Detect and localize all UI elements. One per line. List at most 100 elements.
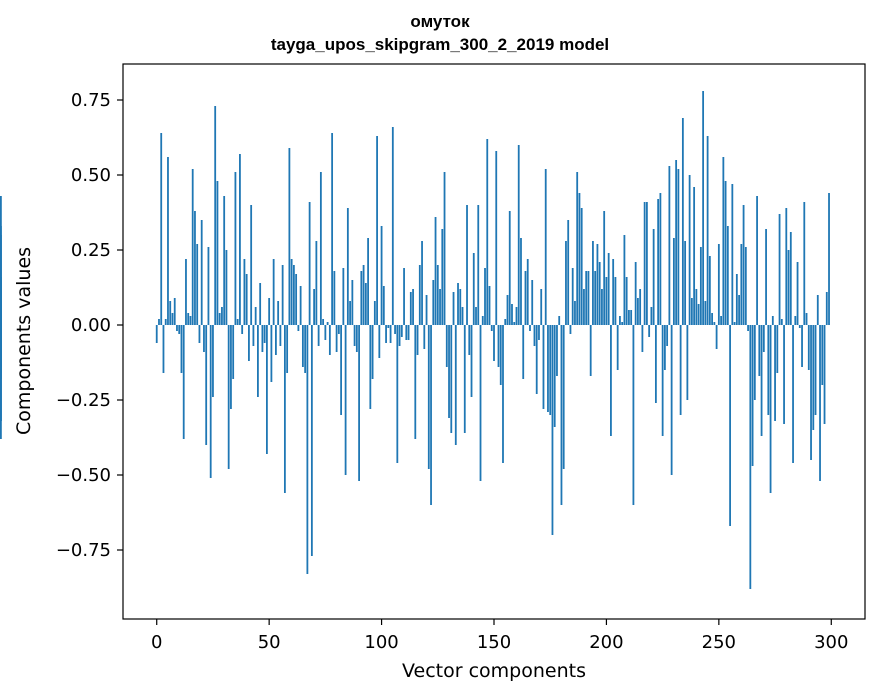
bar [225,250,228,325]
bar [178,325,181,334]
bar [319,172,322,325]
bar [418,265,421,325]
bar [396,325,399,463]
bar [756,196,758,325]
bar [306,325,309,574]
bar [726,226,729,325]
bar [218,313,221,325]
bar [614,277,617,325]
bar [441,229,444,325]
bar [650,307,653,325]
bar [340,325,342,415]
bar [364,283,367,325]
bar [0,196,2,325]
bar [693,187,696,325]
bar [169,301,172,325]
bar [547,325,549,412]
bar [322,319,325,325]
bar [209,325,212,478]
bar [279,325,282,346]
bar [484,268,486,325]
bar [445,325,448,367]
bar [666,325,669,346]
x-tick-label: 250 [702,632,736,653]
bar [227,325,230,469]
bar [520,238,522,325]
bar [661,325,664,436]
bar [301,325,304,367]
bar [454,325,457,445]
bar [176,325,178,331]
x-tick-label: 200 [589,632,623,653]
bar [250,205,253,325]
bar [533,325,536,346]
bar [373,301,376,325]
bar [702,91,705,325]
bar [362,265,365,325]
bar [263,325,266,343]
bar [335,325,338,352]
bar [283,325,286,493]
bar [542,325,545,409]
bar [504,319,507,325]
bar [699,247,702,325]
bar [466,205,468,325]
bar [663,325,666,370]
bar [652,229,655,325]
bar [459,289,462,325]
bar [412,289,414,325]
bar [529,325,531,331]
bar [448,325,450,418]
bar [801,325,803,367]
bar [560,325,563,505]
bar [717,244,720,325]
bar [762,325,765,352]
bar [389,325,392,343]
x-tick-label: 150 [477,632,511,653]
bar [569,325,572,334]
bar [488,286,491,325]
bar [324,325,327,340]
bar [821,325,824,385]
bar [715,325,718,349]
bar [828,193,830,325]
bar [697,304,700,325]
bar [513,322,516,325]
bar [414,325,417,439]
bar [432,280,435,325]
bar [592,241,594,325]
bar [425,295,428,325]
bar [198,325,201,343]
bar [450,325,453,433]
bar [385,325,387,343]
bar [367,238,369,325]
bar [475,307,477,325]
bar [506,295,509,325]
bar [695,289,698,325]
y-axis-label: Components values [13,247,35,435]
x-axis-label: Vector components [402,660,586,682]
bar [277,301,280,325]
bar [230,325,232,409]
bar [502,325,504,463]
bar [578,193,581,325]
bar [524,271,527,325]
bar [713,322,716,325]
bar [589,325,592,376]
bar [164,319,167,325]
bar [517,145,520,325]
bar [430,325,432,505]
bar [196,244,199,325]
bar [241,325,244,334]
bar [643,202,646,325]
bar [155,325,158,343]
bar [470,325,473,397]
bar [216,181,219,325]
bar [259,283,262,325]
bar [194,211,196,325]
bar [490,325,493,331]
bar [724,181,727,325]
bar [623,235,626,325]
bar [610,325,612,436]
bar [254,307,257,325]
